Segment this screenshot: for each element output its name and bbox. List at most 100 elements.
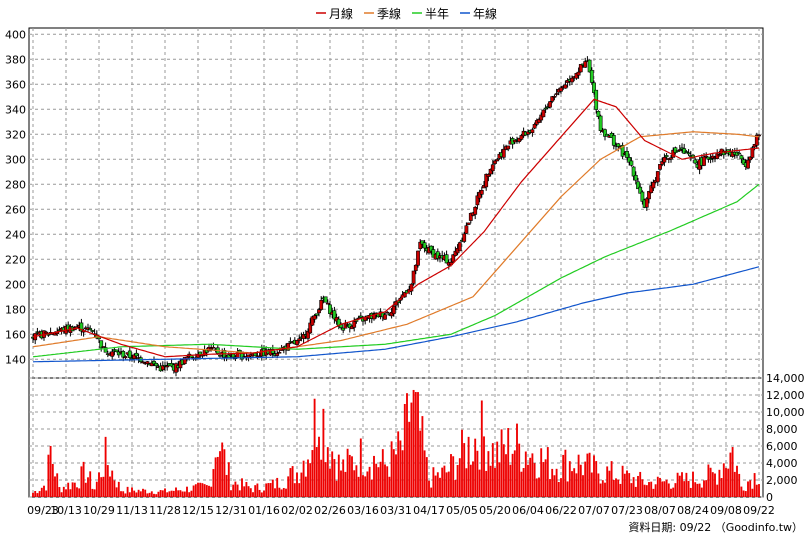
volume-bar [225,474,228,497]
legend-label-2: 半年 [425,7,449,21]
volume-bar [410,402,413,497]
volume-bar [60,492,63,497]
volume-bar [142,488,144,497]
x-tick-label: 09/22 [743,504,775,517]
candle-body [620,145,625,157]
volume-bar [738,473,741,497]
volume-bar [84,482,87,497]
candle [506,145,511,152]
price-tick-220: 220 [5,253,26,266]
candle [583,57,588,68]
candle [145,361,150,368]
candle [462,231,467,243]
volume-bar [480,400,483,497]
candle-body [539,114,544,121]
candle-body [537,119,541,123]
x-tick-label: 08/07 [644,504,676,517]
volume-bar [463,443,466,497]
candle [383,312,387,320]
volume-bar [179,490,182,497]
candle [570,75,574,85]
candle [385,310,390,314]
candle [598,114,603,133]
volume-bar [623,473,626,497]
candle [631,166,636,181]
candle-body [97,337,101,340]
volume-bar [421,416,424,497]
volume-bar [56,473,59,497]
candle [154,362,159,371]
volume-bar [573,468,576,497]
volume-bar [643,484,646,497]
volume-bar [95,481,98,497]
volume-bar [181,491,184,497]
candle-body [675,150,680,152]
volume-bar [344,471,347,497]
candle [477,189,482,203]
candle-body [253,353,258,357]
volume-bar [254,485,257,497]
candle-body [132,354,137,359]
volume-bar [403,403,406,497]
volume-bar [417,392,419,497]
volume-bar [98,472,100,497]
x-tick-label: 10/29 [83,504,115,517]
volume-bar [483,436,485,497]
candle [517,137,522,144]
candle-body [385,311,390,314]
volume-bar [274,488,276,497]
volume-bar [445,472,448,497]
volume-bar [502,444,505,497]
candle [596,110,601,120]
volume-bar [117,481,120,497]
volume-bar [454,480,457,497]
volume-bar [210,486,213,497]
volume-bar [71,482,74,497]
x-tick-label: 10/13 [50,504,82,517]
candle [627,153,632,166]
price-tick-400: 400 [5,28,26,41]
volume-bar [159,490,162,497]
candle [649,181,654,194]
candle [559,85,563,94]
candle [132,353,137,363]
candle-body [409,283,414,292]
volume-bar [595,461,598,497]
volume-bar [590,472,593,497]
x-tick-label: 03/31 [380,504,412,517]
candle-body [416,250,420,266]
volume-bar [630,483,633,497]
candle [537,117,541,124]
volume-bar [135,492,138,497]
volume-bar [69,489,72,497]
candle [512,139,517,145]
x-tick-label: 06/22 [545,504,577,517]
candle-body [658,163,662,170]
candle [526,129,530,138]
candle [160,361,165,372]
candle-body [462,233,467,242]
candle [114,349,119,353]
volume-bar [612,479,615,497]
candle-body [413,264,418,271]
candle [574,72,579,80]
volume-bar [560,478,562,497]
volume-bar [296,472,298,497]
volume-bar [744,491,747,497]
candle [682,143,687,154]
volume-bar [469,464,472,497]
candle-body [211,346,216,349]
volume-bar [322,408,325,497]
volume-bar [700,487,703,497]
candle-body [270,349,275,354]
candle [312,313,317,323]
volume-bar [353,470,356,497]
candle-body [554,93,559,95]
volume-bar [278,487,281,497]
candle-body [429,245,434,252]
candle-body [636,181,640,190]
volume-bar [155,494,158,497]
volume-bar [302,460,305,497]
candle [286,342,291,351]
volume-bar [634,486,637,497]
